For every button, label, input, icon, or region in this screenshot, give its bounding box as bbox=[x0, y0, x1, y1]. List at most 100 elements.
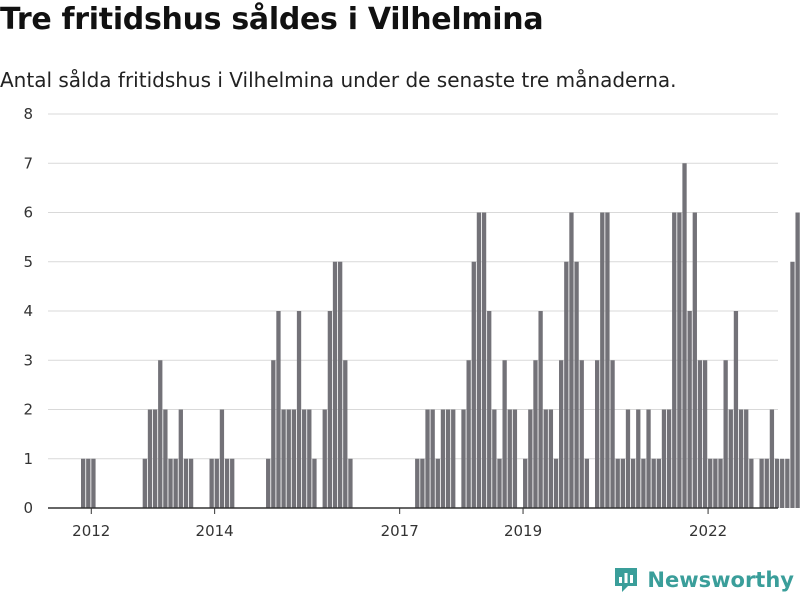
bar bbox=[723, 360, 728, 508]
bar bbox=[584, 458, 590, 508]
bar bbox=[343, 360, 348, 508]
y-tick-labels: 0 1 2 3 4 5 6 7 8 bbox=[23, 105, 33, 517]
brand-name: Newsworthy bbox=[647, 568, 794, 592]
bar bbox=[209, 458, 214, 508]
bar bbox=[435, 458, 440, 508]
bar bbox=[666, 409, 672, 508]
bar bbox=[348, 458, 353, 508]
x-tick-label: 2017 bbox=[381, 522, 419, 540]
bar bbox=[476, 212, 482, 508]
chart-subtitle: Antal sålda fritidshus i Vilhelmina unde… bbox=[0, 68, 677, 92]
bar bbox=[188, 458, 194, 508]
bar bbox=[528, 409, 533, 508]
newsworthy-logo: Newsworthy bbox=[613, 566, 794, 594]
bar bbox=[553, 458, 559, 508]
y-tick-label: 0 bbox=[23, 499, 33, 517]
y-tick-label: 5 bbox=[23, 253, 33, 271]
bar bbox=[173, 458, 178, 508]
bar bbox=[451, 409, 456, 508]
bar bbox=[507, 409, 512, 508]
grid-lines bbox=[48, 113, 778, 460]
x-tick-label: 2014 bbox=[196, 522, 234, 540]
bar bbox=[322, 409, 327, 508]
bar bbox=[733, 311, 739, 508]
bar bbox=[466, 360, 471, 508]
bar bbox=[214, 458, 219, 508]
bar bbox=[538, 311, 543, 508]
bar bbox=[152, 409, 158, 508]
bar bbox=[142, 458, 147, 508]
bar bbox=[759, 458, 764, 508]
bar bbox=[764, 458, 769, 508]
bar bbox=[661, 409, 667, 508]
x-tick-label: 2012 bbox=[72, 522, 110, 540]
bar bbox=[307, 409, 312, 508]
bar bbox=[425, 409, 430, 508]
bar bbox=[600, 212, 605, 508]
bar bbox=[286, 409, 291, 508]
bar-chart-icon bbox=[615, 568, 638, 592]
bar bbox=[548, 409, 554, 508]
bar bbox=[620, 458, 625, 508]
bar bbox=[497, 458, 502, 508]
bar bbox=[440, 409, 446, 508]
bar bbox=[713, 458, 718, 508]
bar bbox=[790, 261, 795, 508]
bar bbox=[646, 409, 651, 508]
bar bbox=[615, 458, 620, 508]
bar bbox=[682, 163, 687, 508]
bar bbox=[183, 458, 189, 508]
bar bbox=[276, 311, 281, 508]
bar bbox=[769, 409, 775, 508]
bar bbox=[158, 360, 163, 508]
bar bbox=[625, 409, 631, 508]
bar bbox=[718, 458, 723, 508]
bar bbox=[651, 458, 656, 508]
bar bbox=[168, 458, 173, 508]
bar bbox=[327, 311, 333, 508]
bar bbox=[163, 409, 168, 508]
bar bbox=[523, 458, 528, 508]
y-tick-label: 2 bbox=[23, 401, 33, 419]
bar bbox=[610, 360, 615, 508]
bar bbox=[271, 360, 276, 508]
y-tick-label: 4 bbox=[23, 302, 33, 320]
bar bbox=[564, 261, 569, 508]
bar bbox=[579, 360, 584, 508]
bar bbox=[512, 409, 518, 508]
x-tick-label: 2019 bbox=[504, 522, 542, 540]
bar bbox=[487, 311, 492, 508]
bar bbox=[697, 360, 703, 508]
bar bbox=[672, 212, 677, 508]
bar bbox=[81, 458, 86, 508]
bar bbox=[641, 458, 646, 508]
bar bbox=[461, 409, 466, 508]
bar bbox=[91, 458, 96, 508]
bar bbox=[630, 458, 636, 508]
bar bbox=[178, 409, 183, 508]
x-tick-labels: 201220142017201920222024 bbox=[72, 508, 727, 540]
y-tick-label: 3 bbox=[23, 351, 33, 369]
bar bbox=[338, 261, 343, 508]
bar bbox=[147, 409, 153, 508]
bar bbox=[559, 360, 564, 508]
bar bbox=[445, 409, 451, 508]
bar bbox=[636, 409, 641, 508]
bar bbox=[420, 458, 425, 508]
bar bbox=[708, 458, 713, 508]
bars bbox=[48, 163, 800, 509]
bar bbox=[332, 261, 338, 508]
bar bbox=[266, 458, 271, 508]
bar bbox=[430, 409, 435, 508]
bar bbox=[595, 360, 600, 508]
bar bbox=[230, 458, 235, 508]
bar bbox=[728, 409, 733, 508]
bar bbox=[569, 212, 574, 508]
bar bbox=[502, 360, 507, 508]
bar bbox=[605, 212, 610, 508]
bar bbox=[302, 409, 307, 508]
bar bbox=[702, 360, 708, 508]
bar bbox=[795, 212, 800, 508]
bar bbox=[780, 458, 785, 508]
